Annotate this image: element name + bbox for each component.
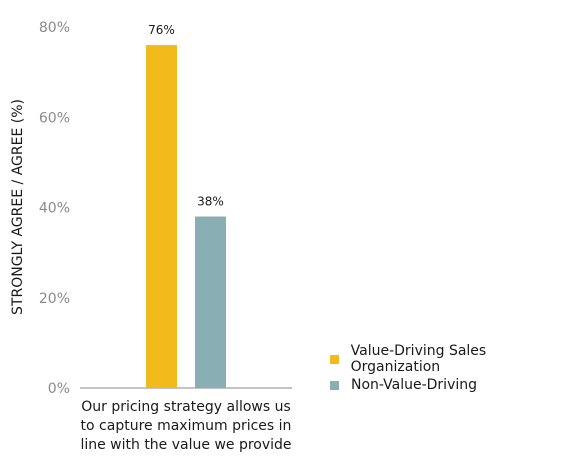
legend-swatch	[330, 380, 339, 390]
x-category-label-line: Our pricing strategy allows us	[81, 399, 291, 415]
x-category-label-line: to capture maximum prices in	[80, 418, 292, 434]
legend-item: Value-Driving Sales Organization	[330, 343, 571, 375]
bar	[195, 216, 226, 388]
x-category-label-line: line with the value we provide	[80, 437, 292, 453]
data-label: 76%	[148, 23, 175, 37]
x-category-label: Our pricing strategy allows us to captur…	[80, 398, 292, 455]
y-tick-label: 20%	[39, 291, 70, 307]
data-labels: 76% 38%	[148, 23, 224, 208]
legend-label: Value-Driving Sales Organization	[350, 343, 487, 375]
legend-label: Non-Value-Driving	[351, 377, 477, 393]
y-axis-ticks: 0% 20% 40% 60% 80%	[39, 20, 70, 397]
bar	[146, 45, 177, 389]
legend-swatch	[330, 354, 339, 364]
bars	[146, 45, 226, 389]
y-tick-label: 40%	[39, 201, 70, 217]
data-label: 38%	[197, 195, 224, 209]
y-tick-label: 80%	[39, 20, 70, 36]
y-axis-label: STRONGLY AGREE / AGREE (%)	[10, 99, 26, 315]
y-tick-label: 0%	[48, 381, 70, 397]
legend-item: Non-Value-Driving	[330, 372, 571, 398]
legend: Value-Driving Sales Organization Non-Val…	[330, 343, 571, 398]
y-tick-label: 60%	[39, 110, 70, 126]
